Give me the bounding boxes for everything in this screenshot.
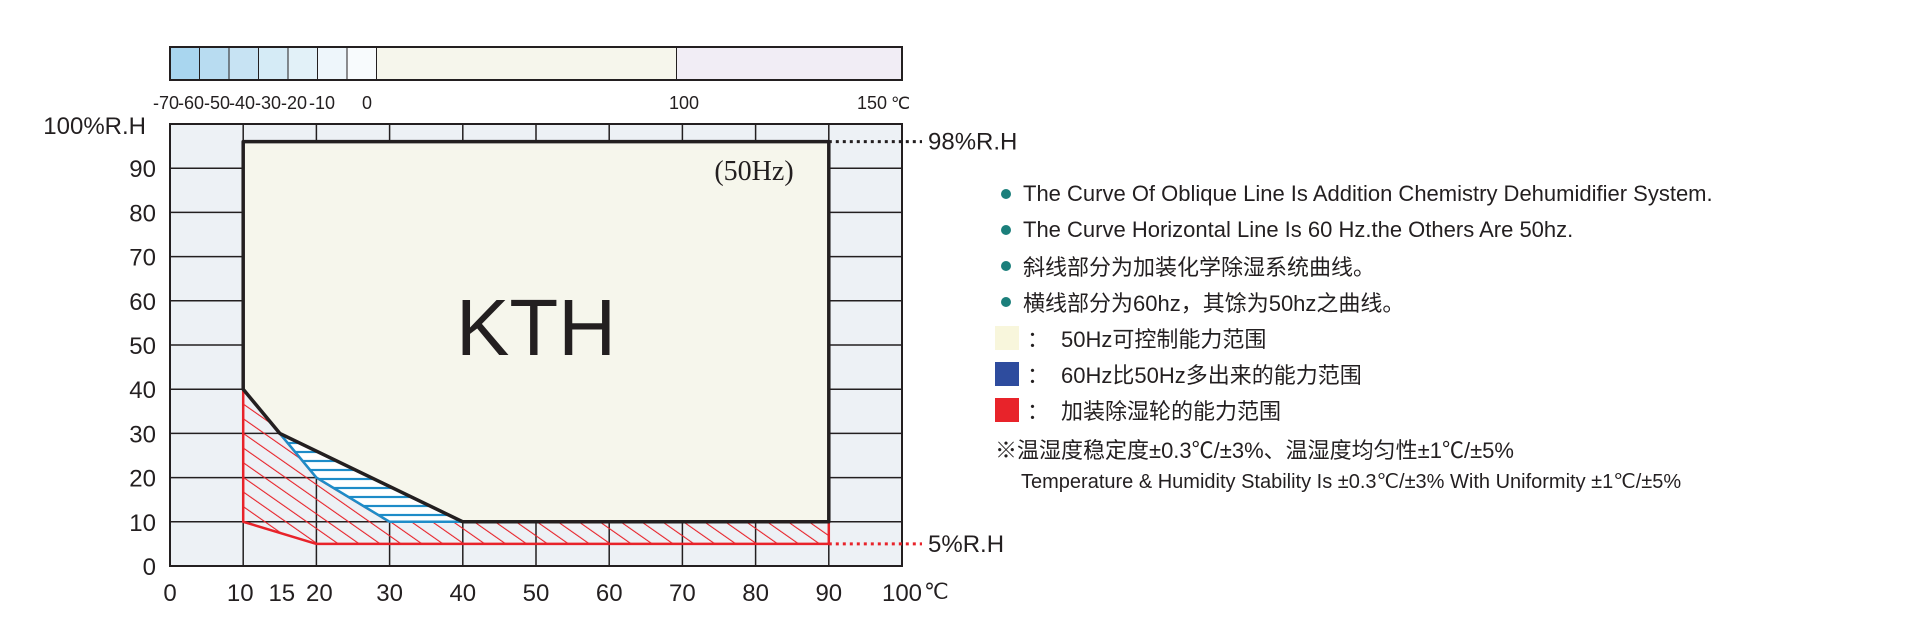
y-tick-label: 0 — [143, 554, 156, 581]
y-axis-top-label: 100%R.H — [43, 113, 146, 140]
temp-scale-label: -30 — [255, 93, 281, 113]
legend-swatch-item: ： 50Hz可控制能力范围 — [995, 320, 1895, 356]
x-tick-label: 40 — [449, 580, 476, 607]
temp-scale-cold-cell — [169, 46, 200, 81]
x-tick-label: 60 — [596, 580, 623, 607]
temp-scale-unit: ℃ — [891, 94, 910, 113]
temp-scale-cold-cell — [228, 46, 259, 81]
legend-swatch-label: 加装除湿轮的能力范围 — [1061, 399, 1282, 424]
legend-bullet-item: 横线部分为60hz，其馀为50hz之曲线。 — [995, 284, 1895, 320]
legend-colon: ： — [1027, 399, 1050, 424]
x-tick-label: 70 — [669, 580, 696, 607]
stability-note-cn: ※温湿度稳定度±0.3℃/±3%、温湿度均匀性±1℃/±5% — [995, 438, 1514, 463]
temp-scale-mid-cell — [376, 46, 677, 81]
x-tick-label: 100 — [882, 580, 922, 607]
legend-bullet-text: 斜线部分为加装化学除湿系统曲线。 — [1023, 255, 1376, 280]
chart-subtitle: (50Hz) — [714, 156, 793, 187]
temp-scale-label: 0 — [362, 93, 372, 113]
x-tick-label: 90 — [815, 580, 842, 607]
temp-scale-label: -60 — [178, 93, 204, 113]
x-tick-label: 0 — [163, 580, 176, 607]
x-tick-label: 10 — [227, 580, 254, 607]
chart-areas — [241, 139, 831, 546]
temp-scale-cold-cell — [199, 46, 230, 81]
bullet-dot-icon — [1001, 297, 1011, 307]
yellow-swatch — [995, 326, 1019, 350]
blue-swatch — [995, 362, 1019, 386]
y-tick-label: 60 — [129, 289, 156, 316]
y-tick-label: 70 — [129, 245, 156, 272]
annotation-label: 98%R.H — [928, 129, 1017, 156]
chart-annotations: 98%R.H 5%R.H — [828, 129, 1017, 558]
temp-scale-cold-cell — [317, 46, 348, 81]
temp-scale-cold-cell — [258, 46, 289, 81]
y-tick-label: 90 — [129, 156, 156, 183]
legend-bullet-item: 斜线部分为加装化学除湿系统曲线。 — [995, 248, 1895, 284]
temp-scale-label: 100 — [669, 93, 699, 113]
chart-axes: 0 10 20 30 40 50 60 70 80 90 100%R.H 0 10 15 20 30 40 50 6… — [43, 113, 948, 607]
legend-colon: ： — [1027, 327, 1050, 352]
chart-legend: The Curve Of Oblique Line Is Addition Ch… — [995, 176, 1895, 496]
legend-bullet-item: The Curve Horizontal Line Is 60 Hz.the O… — [995, 212, 1895, 248]
area-50hz-capability — [243, 141, 829, 522]
legend-swatch-item: ： 60Hz比50Hz多出来的能力范围 — [995, 356, 1895, 392]
annotation-label: 5%R.H — [928, 531, 1004, 558]
legend-bullet-text: The Curve Of Oblique Line Is Addition Ch… — [1023, 181, 1713, 206]
temp-scale-label: -10 — [309, 93, 335, 113]
y-tick-label: 20 — [129, 466, 156, 493]
temp-scale-cold-cell — [287, 46, 318, 81]
temp-scale-border — [169, 46, 903, 81]
bullet-dot-icon — [1001, 189, 1011, 199]
bullet-dot-icon — [1001, 225, 1011, 235]
x-tick-label: 15 — [268, 580, 295, 607]
temp-scale-cold-cell — [346, 46, 377, 81]
chart-title: KTH — [456, 283, 616, 372]
legend-bullet-text: 横线部分为60hz，其馀为50hz之曲线。 — [1023, 291, 1405, 316]
temp-scale-hot-cell — [676, 46, 903, 81]
temp-scale-label: -70 — [153, 93, 179, 113]
temperature-color-scale — [169, 46, 903, 81]
temp-scale-label: -40 — [229, 93, 255, 113]
legend-swatch-item: ： 加装除湿轮的能力范围 — [995, 392, 1895, 428]
temperature-scale-labels: -70-60 -50-40 -30 -20 -10 0 100 150 ℃ — [153, 93, 910, 113]
legend-bullet-item: The Curve Of Oblique Line Is Addition Ch… — [995, 176, 1895, 212]
stability-note-en: Temperature & Humidity Stability Is ±0.3… — [1021, 470, 1682, 493]
x-tick-label: 50 — [523, 580, 550, 607]
temp-scale-label: -20 — [281, 93, 307, 113]
temp-scale-label: -50 — [204, 93, 230, 113]
y-tick-label: 40 — [129, 377, 156, 404]
x-tick-label: 30 — [376, 580, 403, 607]
y-tick-label: 80 — [129, 200, 156, 227]
temp-scale-label: 150 — [857, 93, 887, 113]
legend-swatch-label: 50Hz可控制能力范围 — [1061, 327, 1267, 352]
y-tick-label: 50 — [129, 333, 156, 360]
y-tick-label: 30 — [129, 421, 156, 448]
red-swatch — [995, 398, 1019, 422]
bullet-dot-icon — [1001, 261, 1011, 271]
legend-bullet-text: The Curve Horizontal Line Is 60 Hz.the O… — [1023, 217, 1574, 242]
legend-colon: ： — [1027, 363, 1050, 388]
x-tick-label: 80 — [742, 580, 769, 607]
x-axis-unit: ℃ — [924, 579, 949, 604]
legend-swatch-label: 60Hz比50Hz多出来的能力范围 — [1061, 363, 1362, 388]
y-tick-label: 10 — [129, 510, 156, 537]
x-tick-label: 20 — [306, 580, 333, 607]
